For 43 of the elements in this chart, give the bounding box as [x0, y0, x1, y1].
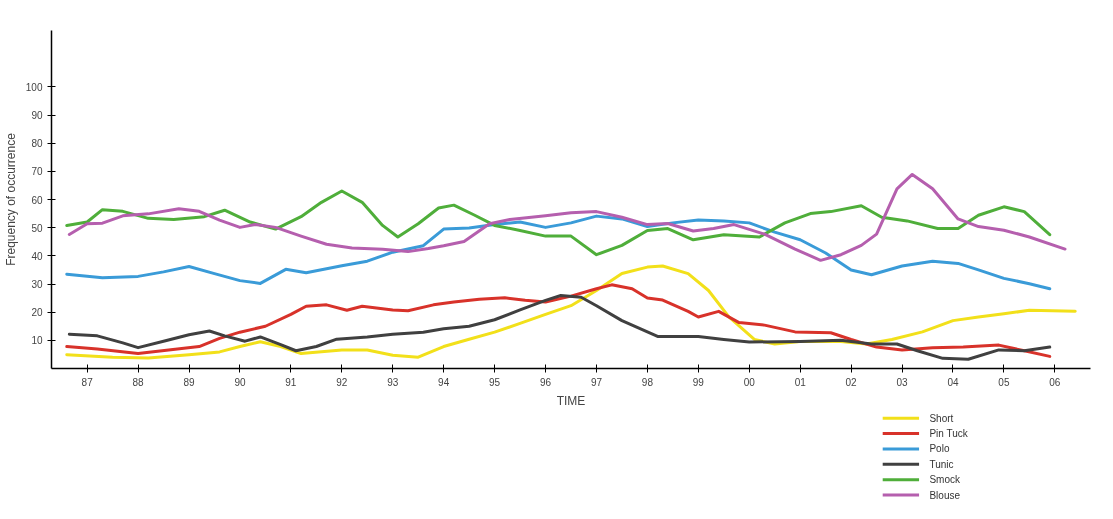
- y-tick-label: 50: [31, 222, 43, 234]
- y-tick-label: 80: [31, 138, 43, 150]
- x-tick-label: 05: [998, 376, 1010, 388]
- legend-label: Polo: [929, 443, 950, 455]
- y-tick-label: 10: [31, 335, 43, 347]
- y-tick-label: 90: [31, 110, 43, 121]
- legend-label: Short: [929, 412, 954, 424]
- y-axis-title: Frequency of occurrence: [3, 132, 18, 266]
- x-tick-label: 91: [285, 376, 297, 388]
- x-axis-title: TIME: [556, 393, 586, 408]
- line-series: [65, 189, 1052, 257]
- line-series: [67, 172, 1067, 262]
- x-tick-label: 90: [234, 376, 246, 388]
- y-tick-label: 20: [31, 307, 43, 319]
- x-tick-label: 94: [438, 376, 450, 388]
- y-tick-label: 60: [31, 194, 43, 206]
- x-tick-label: 88: [132, 376, 145, 388]
- x-tick-label: 96: [539, 376, 552, 388]
- x-tick-label: 97: [590, 376, 603, 388]
- y-tick-label: 30: [31, 279, 43, 290]
- y-tick-label: 100: [25, 81, 43, 93]
- x-tick-label: 89: [183, 376, 196, 388]
- x-tick-label: 99: [692, 376, 705, 388]
- legend-label: Pin Tuck: [929, 428, 969, 440]
- x-tick-label: 87: [81, 376, 94, 388]
- x-tick-label: 92: [336, 376, 348, 388]
- y-tick-label: 40: [31, 250, 43, 262]
- y-tick-label: 70: [31, 166, 43, 178]
- line-series: [65, 283, 1052, 358]
- x-tick-label: 06: [1049, 376, 1061, 388]
- line-series: [65, 214, 1052, 291]
- x-tick-label: 00: [743, 376, 756, 388]
- legend-label: Tunic: [929, 458, 954, 470]
- x-tick-label: 03: [896, 376, 909, 388]
- x-tick-label: 93: [387, 376, 399, 388]
- x-tick-label: 95: [489, 376, 501, 388]
- line-series: [67, 294, 1052, 361]
- x-tick-label: 04: [947, 376, 959, 388]
- x-tick-label: 02: [845, 376, 858, 388]
- legend-label: Blouse: [929, 489, 961, 501]
- x-tick-label: 98: [641, 376, 654, 388]
- legend-label: Smock: [929, 474, 962, 486]
- x-tick-label: 01: [794, 376, 807, 388]
